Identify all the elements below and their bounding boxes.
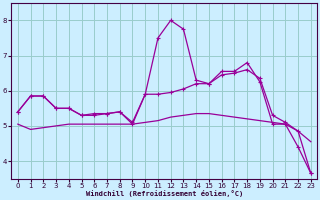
X-axis label: Windchill (Refroidissement éolien,°C): Windchill (Refroidissement éolien,°C): [86, 190, 243, 197]
